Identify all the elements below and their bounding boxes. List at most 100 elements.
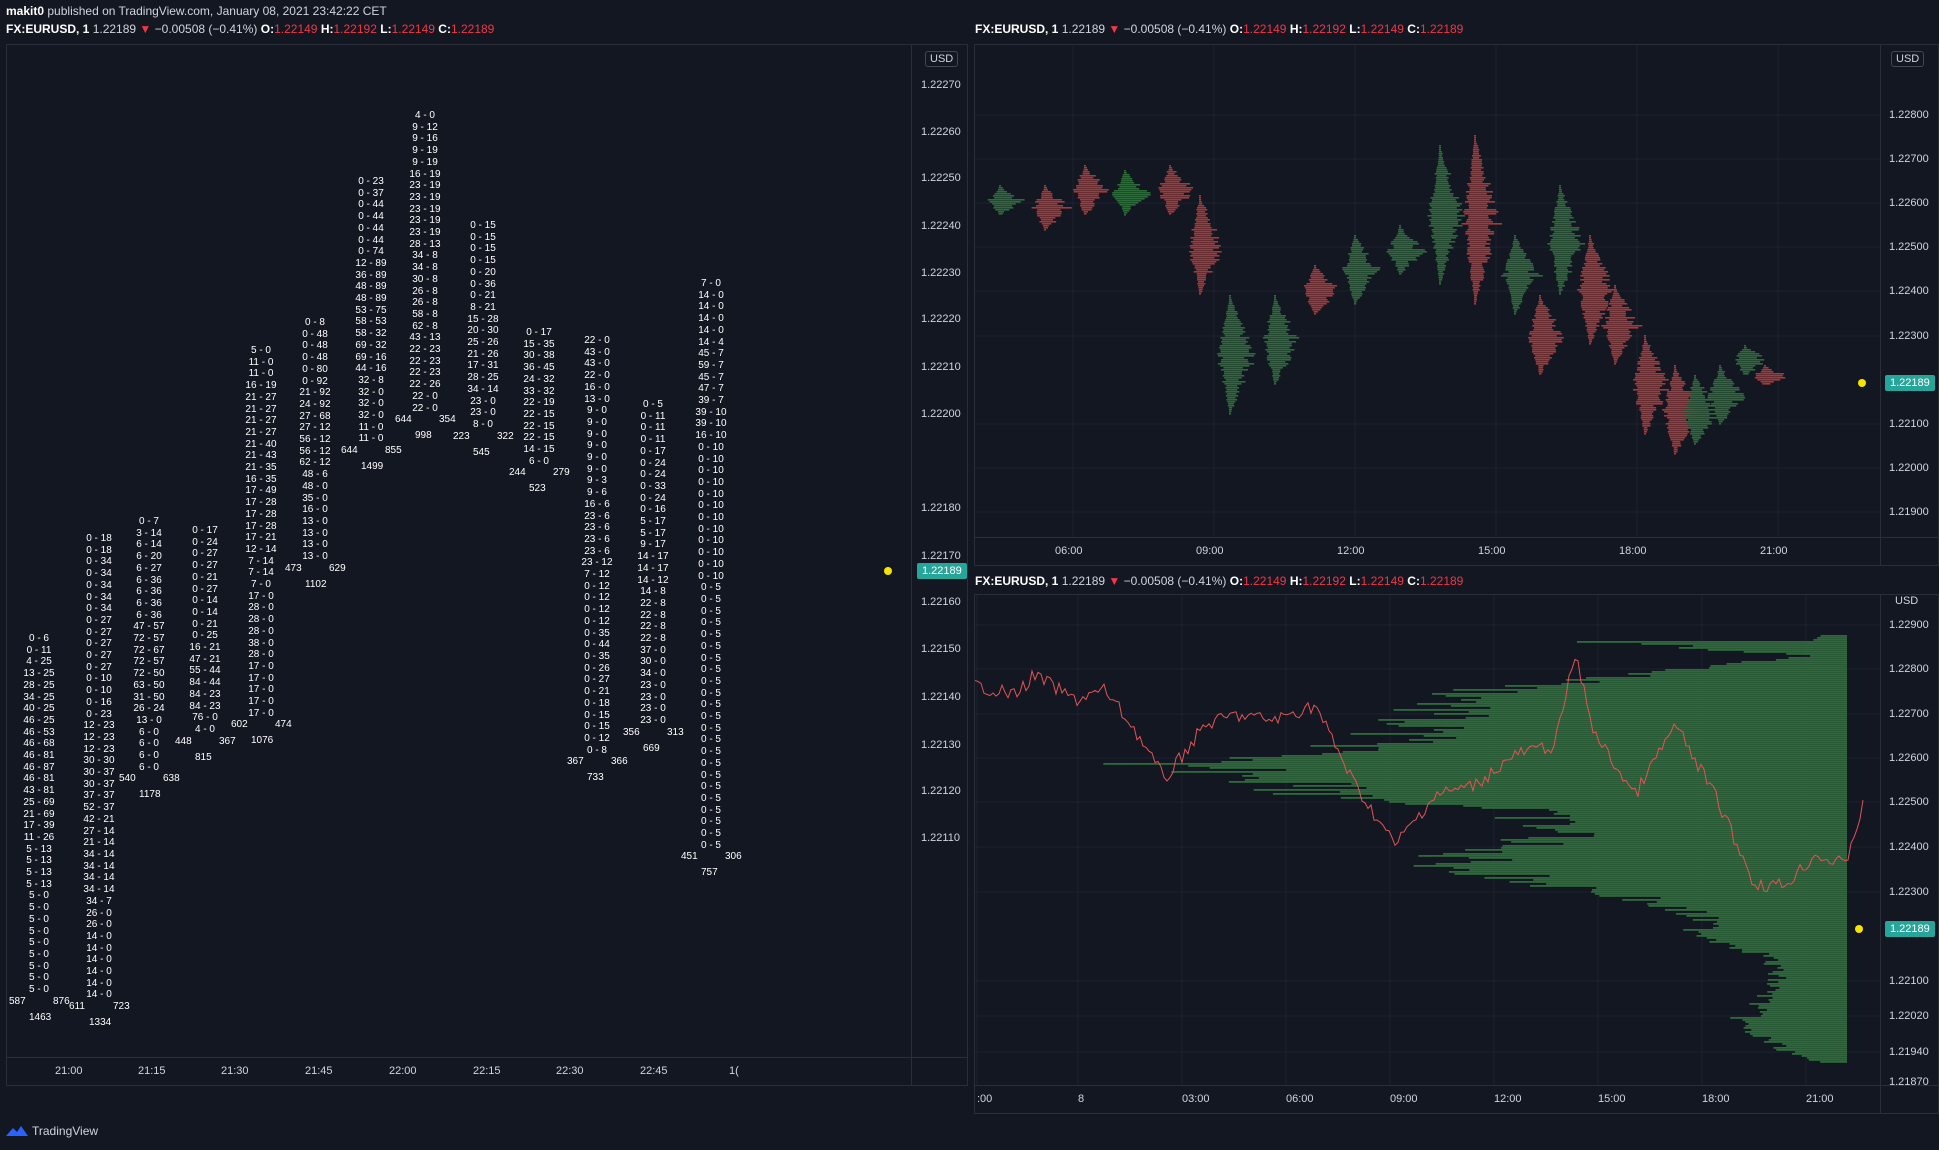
tradingview-logo[interactable]: TradingView [6,1124,98,1138]
volume-profile-bar [1504,685,1847,687]
profile-bar [1465,233,1475,235]
price-tick: 1.22000 [1889,462,1929,474]
profile-bar [1475,143,1477,145]
profile-bar [1306,283,1315,285]
profile-bar [1615,297,1622,299]
profile-bar [1266,345,1275,347]
profile-bar [1400,233,1405,235]
profile-bar [1675,381,1685,383]
volume-profile-bar [1660,897,1847,899]
price-axis[interactable] [1880,45,1881,565]
profile-bar [1540,331,1561,333]
profile-bar [1507,259,1515,261]
footprint-cells: 0 - 17 0 - 24 0 - 27 0 - 27 0 - 21 0 - 2… [189,525,221,735]
profile-bar [1511,301,1515,303]
profile-bar [1610,299,1615,301]
profile-bar [1170,203,1178,205]
profile-bar [1270,317,1275,319]
profile-bar [1590,235,1591,237]
volume-profile-chart-top[interactable]: USD 1.22800 1.22700 1.22600 1.22500 1.22400 1… [974,44,1939,566]
volume-profile-bar [1501,847,1847,849]
profile-bar [1000,211,1005,213]
profile-bar [1668,429,1675,431]
profile-bar [1430,197,1440,199]
profile-bar [1082,173,1085,175]
profile-bar [1550,239,1560,241]
profile-bar [1435,243,1440,245]
currency-label[interactable]: USD [1895,595,1919,607]
symbol-name[interactable]: FX:EURUSD, 1 [6,22,90,36]
volume-profile-bar [1759,1011,1847,1013]
profile-bar [1475,217,1489,219]
time-axis[interactable] [975,537,1938,538]
profile-bar [1043,227,1045,229]
profile-bar [1433,193,1440,195]
profile-bar [1586,329,1590,331]
price-axis[interactable] [1880,595,1881,1113]
profile-bar [1355,299,1358,301]
profile-bar [1225,391,1230,393]
profile-bar [1475,151,1479,153]
profile-bar [1540,297,1542,299]
profile-bar [1170,199,1182,201]
profile-bar [1540,327,1552,329]
footprint-buy-volume: 723 [113,1001,130,1012]
profile-bar [1438,279,1440,281]
currency-label[interactable]: USD [925,51,959,67]
profile-bar [1667,427,1675,429]
profile-bar [1540,311,1548,313]
currency-label[interactable]: USD [1891,51,1925,67]
profile-bar [1199,293,1200,295]
profile-bar [1438,275,1440,277]
profile-bar [1590,265,1600,267]
profile-bar [1560,251,1576,253]
session-volume-chart-bottom[interactable]: USD 1.22900 1.22800 1.22700 1.22600 1.22500 1… [974,594,1939,1114]
profile-bar [1508,287,1515,289]
profile-bar [1765,377,1786,379]
profile-bar [1194,219,1200,221]
profile-bar [1470,179,1475,181]
profile-bar [1347,281,1355,283]
profile-bar [1666,395,1675,397]
profile-bar [1354,235,1355,237]
volume-profile-bar [1745,1021,1847,1023]
profile-bar [1440,187,1450,189]
footprint-chart-pane[interactable]: USD 1.22270 1.22260 1.22250 1.22240 1.22230 1… [6,44,968,1086]
symbol-name[interactable]: FX:EURUSD, 1 [975,22,1059,36]
profile-bar [1264,335,1275,337]
profile-bar [1031,207,1045,209]
time-axis[interactable] [975,1085,1938,1086]
profile-bar [1506,263,1515,265]
time-axis[interactable] [7,1057,967,1058]
profile-bar [1472,155,1475,157]
profile-bar [1636,381,1645,383]
profile-bar [1560,249,1581,251]
time-tick: 21:45 [305,1065,333,1077]
high-value: 1.22192 [1302,22,1346,36]
footprint-total-volume: 757 [701,867,718,879]
last-price: 1.22189 [1061,22,1106,36]
profile-bar [1472,153,1475,155]
profile-bar [999,185,1000,187]
profile-bar [1642,423,1645,425]
profile-bar [1605,321,1615,323]
profile-bar [1687,399,1695,401]
price-tick: 1.22230 [921,267,961,279]
symbol-name[interactable]: FX:EURUSD, 1 [975,574,1059,588]
profile-bar [1076,187,1085,189]
profile-bar [1159,195,1170,197]
price-axis[interactable] [911,45,912,1085]
profile-bar [1217,363,1230,365]
profile-bar [1583,297,1590,299]
volume-profile-bar [1378,719,1847,721]
profile-bar [1515,267,1534,269]
profile-bar [1584,315,1590,317]
profile-bar [1675,411,1698,413]
profile-bar [1510,295,1515,297]
profile-bar [1475,303,1476,305]
profile-bar [1510,293,1515,295]
profile-bar [1554,259,1560,261]
profile-bar [1400,229,1404,231]
profile-bar [1085,169,1089,171]
author-name[interactable]: makit0 [6,4,45,18]
